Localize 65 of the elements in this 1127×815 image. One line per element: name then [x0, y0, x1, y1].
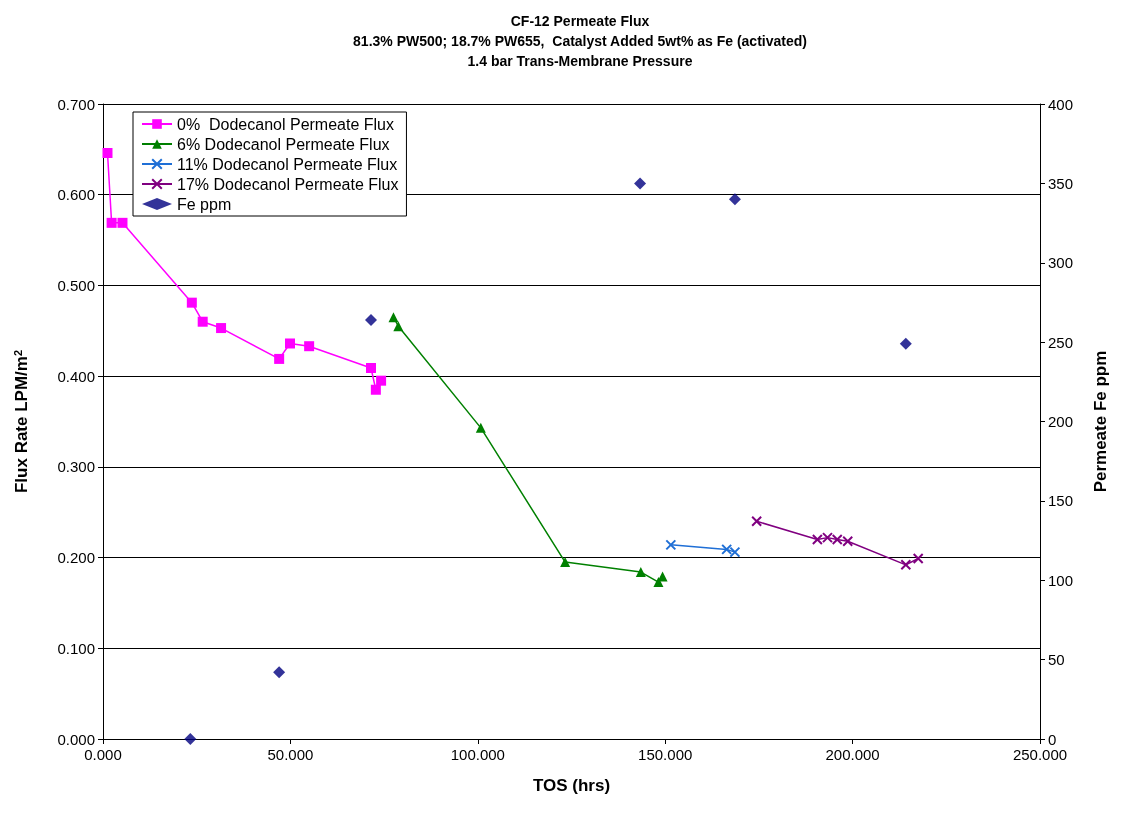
- legend-label: 6% Dodecanol Permeate Flux: [177, 135, 390, 153]
- y-tick-label: 0.000: [57, 730, 95, 748]
- point: [273, 666, 286, 679]
- y2-tick-label: 50: [1048, 651, 1065, 669]
- point: [376, 375, 387, 386]
- y-tick-label: 0.300: [57, 458, 95, 476]
- point: [665, 539, 677, 551]
- point: [821, 532, 833, 544]
- y-tick-label: 0.500: [57, 276, 95, 294]
- y-tick-label: 0.600: [57, 186, 95, 204]
- x-tick-label: 0.000: [84, 746, 122, 763]
- legend-label: 17% Dodecanol Permeate Flux: [177, 175, 399, 193]
- point: [393, 321, 404, 332]
- x-tick-label: 100.000: [450, 746, 505, 763]
- point: [751, 515, 763, 527]
- y2-tick-label: 0: [1048, 730, 1057, 748]
- point: [184, 733, 197, 745]
- y2-tick-label: 350: [1048, 174, 1074, 192]
- legend-label: Fe ppm: [177, 195, 232, 213]
- y2-tick-label: 200: [1048, 413, 1074, 430]
- point: [304, 341, 315, 352]
- y-axis-title: Flux Rate LPM/m2: [11, 349, 31, 494]
- y2-tick-label: 150: [1048, 492, 1074, 510]
- x-tick-label: 250.000: [1012, 746, 1068, 763]
- point: [634, 177, 647, 190]
- y2-axis-title: Permeate Fe ppm: [1091, 350, 1110, 493]
- point: [842, 535, 854, 547]
- point: [728, 193, 741, 206]
- x-axis-title: TOS (hrs): [532, 776, 611, 795]
- point: [106, 217, 117, 228]
- point: [216, 323, 227, 334]
- x-tick-label: 50.000: [267, 746, 314, 763]
- x-tick-label: 150.000: [638, 746, 693, 763]
- point: [811, 533, 823, 545]
- x-tick-label: 200.000: [825, 746, 880, 763]
- point: [117, 217, 128, 228]
- point: [560, 557, 571, 568]
- point: [186, 297, 197, 308]
- chart-title: CF-12 Permeate Flux 81.3% PW500; 18.7% PW655, Catalyst Added 5wt% as Fe (activated) 1.4 bar Trans-Membrane Pressure: [353, 13, 807, 69]
- y2-tick-label: 300: [1048, 254, 1074, 272]
- point: [912, 552, 924, 564]
- y-tick-label: 0.200: [57, 549, 95, 567]
- point: [370, 384, 381, 395]
- point: [729, 546, 741, 558]
- point: [635, 567, 646, 578]
- point: [831, 533, 843, 545]
- point: [274, 353, 285, 364]
- y-tick-label: 0.100: [57, 639, 95, 657]
- y2-tick-label: 100: [1048, 571, 1074, 589]
- point: [900, 559, 912, 571]
- point: [102, 147, 113, 158]
- point: [364, 313, 377, 326]
- y2-tick-label: 400: [1048, 95, 1074, 113]
- y-tick-label: 0.700: [57, 95, 95, 113]
- point: [475, 422, 486, 433]
- legend-label: 11% Dodecanol Permeate Flux: [177, 155, 398, 173]
- legend-label: 0% Dodecanol Permeate Flux: [177, 115, 394, 133]
- point: [197, 316, 208, 327]
- point: [721, 543, 733, 555]
- point: [388, 312, 399, 323]
- point: [899, 337, 912, 350]
- point: [365, 362, 376, 373]
- point: [285, 338, 296, 349]
- y-tick-label: 0.400: [57, 367, 95, 385]
- y2-tick-label: 250: [1048, 333, 1074, 351]
